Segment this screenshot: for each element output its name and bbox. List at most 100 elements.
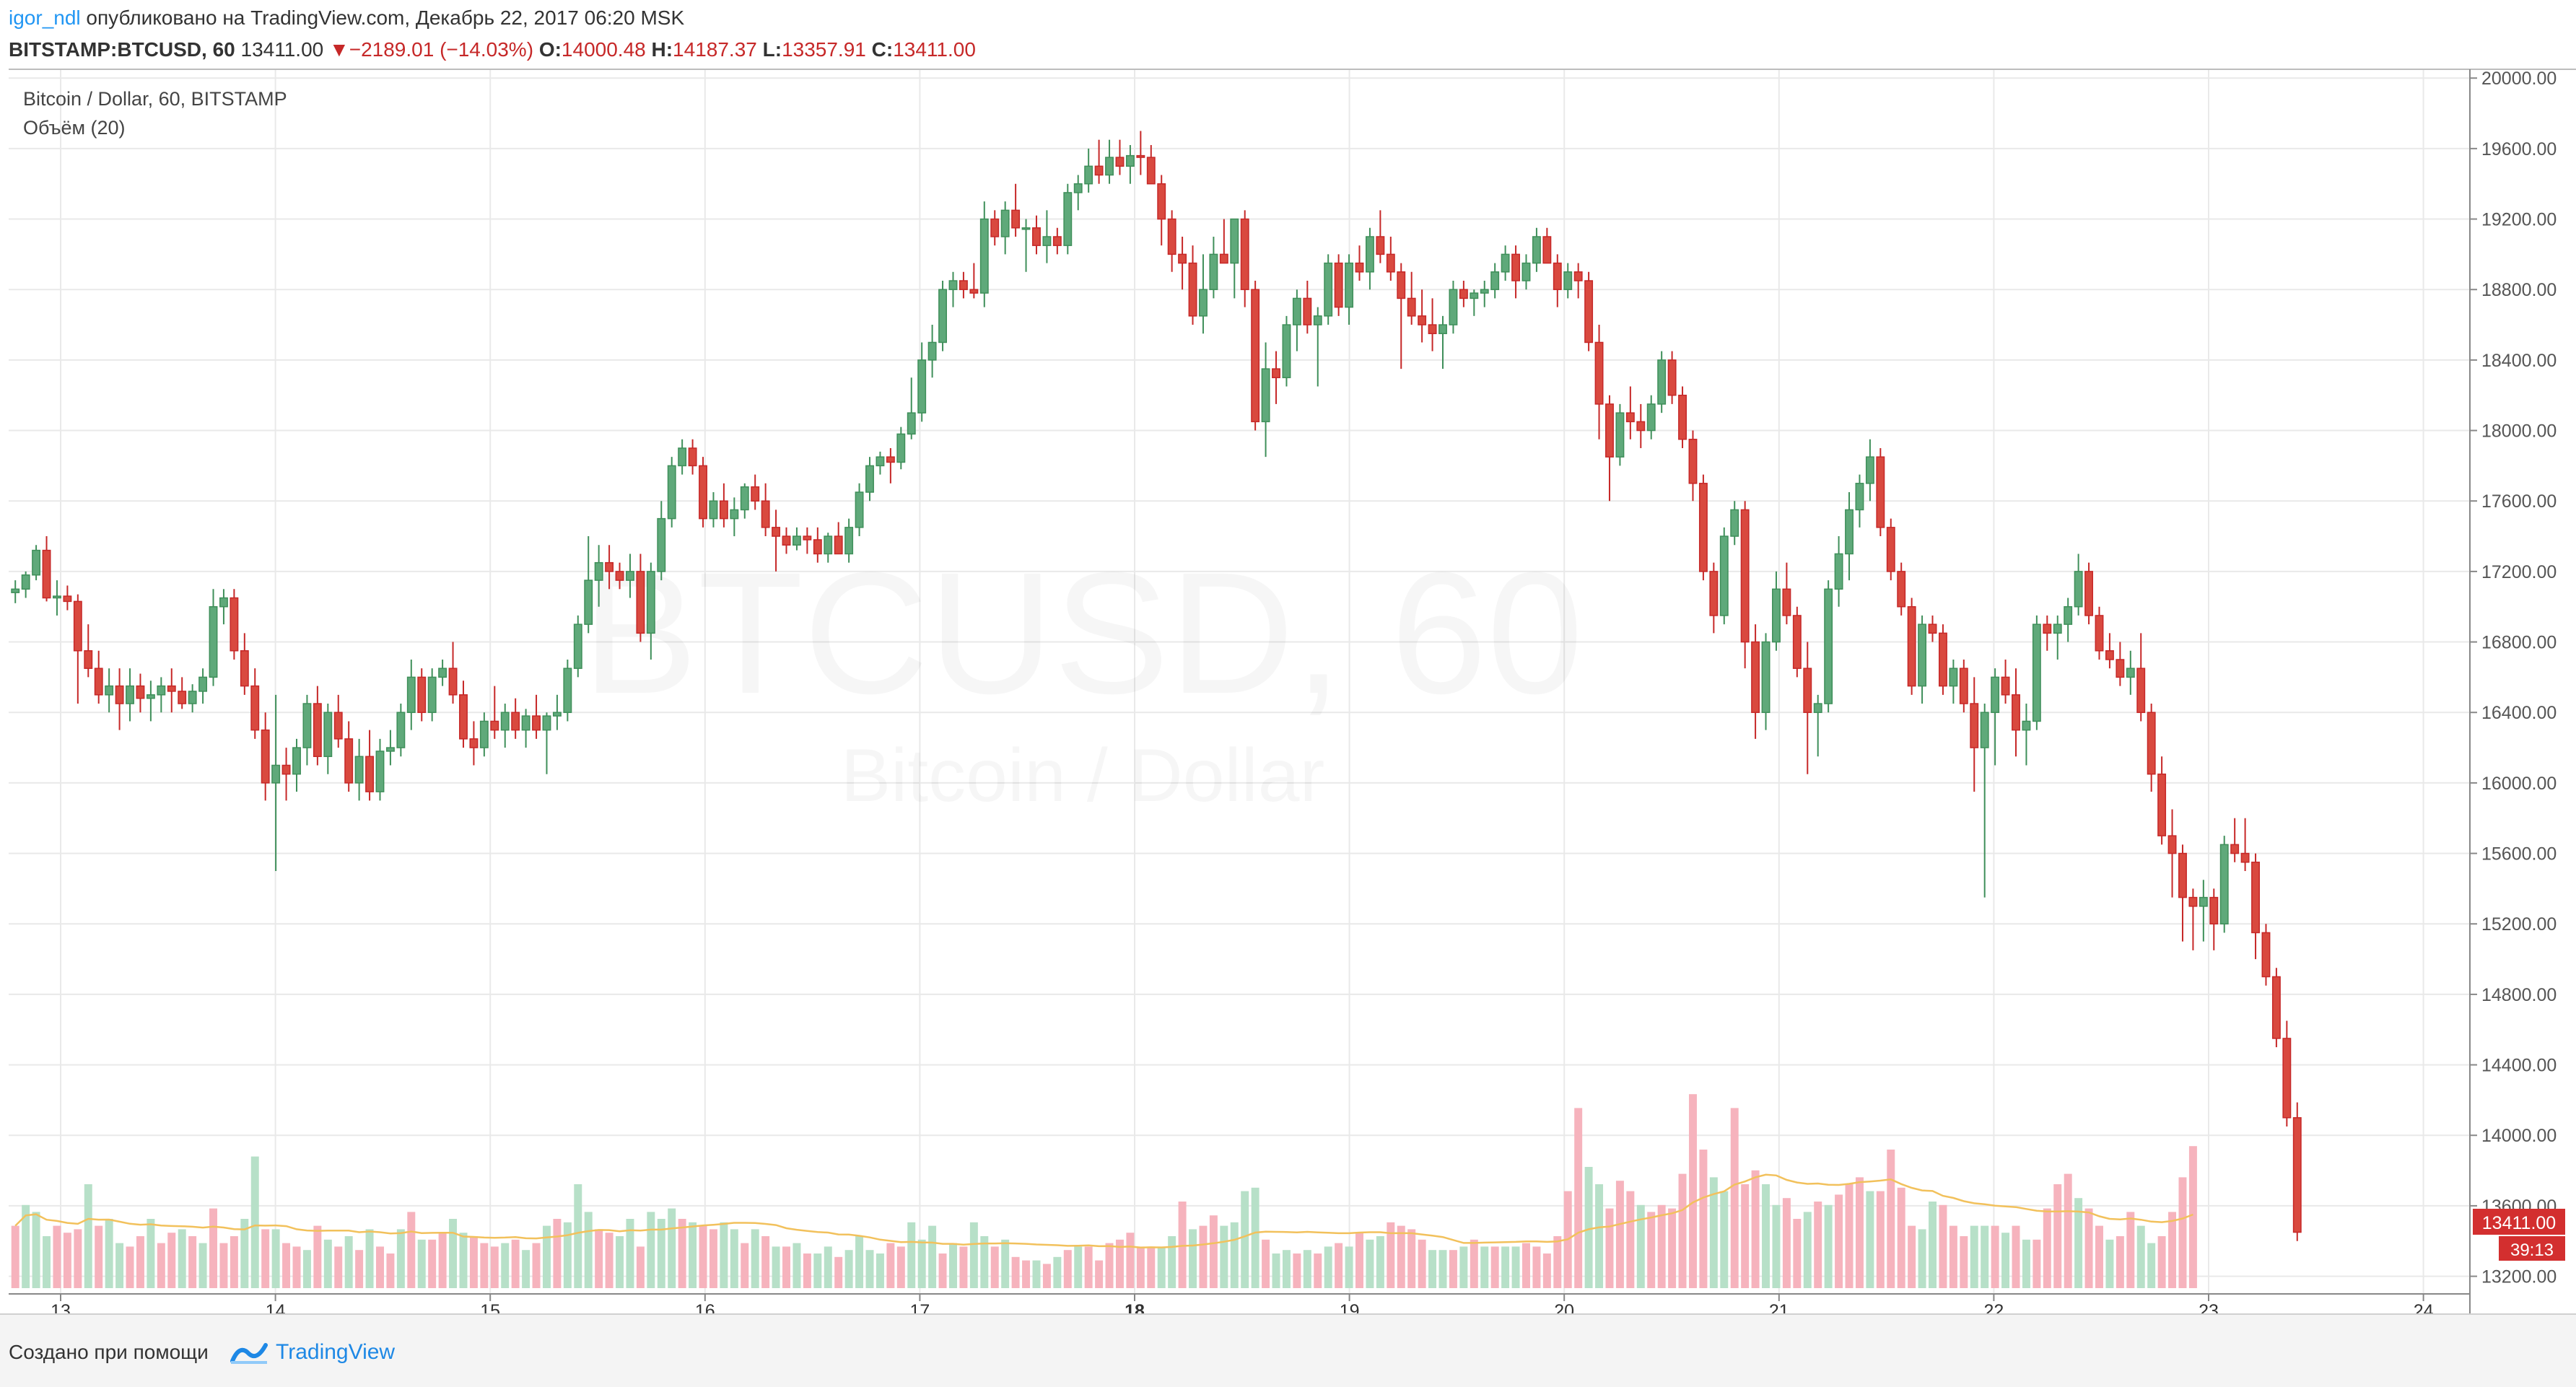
author-link[interactable]: igor_ndl <box>9 6 81 29</box>
volume-bar <box>1345 1246 1353 1288</box>
candle-body <box>917 359 927 414</box>
volume-bar <box>2116 1236 2124 1288</box>
volume-bar <box>428 1239 437 1288</box>
candle-body <box>1438 324 1447 335</box>
volume-bar <box>219 1243 228 1288</box>
volume-bar <box>198 1243 207 1288</box>
volume-bar <box>1022 1260 1031 1288</box>
volume-bar <box>1470 1239 1478 1288</box>
candle-body <box>1157 183 1166 220</box>
candle <box>2271 968 2281 1048</box>
candle-body <box>406 676 416 713</box>
candle <box>136 673 145 713</box>
volume-bar <box>2105 1239 2114 1288</box>
volume-bar <box>282 1243 291 1288</box>
candle <box>1219 219 1228 264</box>
volume-bar <box>1063 1250 1072 1288</box>
candle <box>626 554 634 598</box>
volume-bar <box>365 1229 374 1288</box>
volume-bar <box>1303 1250 1311 1288</box>
volume-bar <box>2064 1173 2072 1288</box>
candle-body <box>1928 624 1937 634</box>
candle <box>53 580 61 616</box>
candle <box>2240 818 2250 871</box>
candle <box>1970 677 1979 792</box>
candle-body <box>1376 236 1385 255</box>
candle-body <box>261 729 270 784</box>
candle <box>1646 395 1656 439</box>
volume-bar <box>1751 1170 1760 1288</box>
y-tick-label: 17600.00 <box>2481 491 2557 512</box>
volume-bar <box>1324 1246 1332 1288</box>
candle <box>594 545 603 607</box>
x-tick-label: 17 <box>909 1301 930 1313</box>
candle <box>772 509 781 572</box>
y-tick-label: 18000.00 <box>2481 421 2557 442</box>
last-price: 13411.00 <box>240 38 324 61</box>
candle-body <box>1698 483 1708 572</box>
candle-body <box>2271 976 2281 1039</box>
candle-body <box>292 747 301 775</box>
candle <box>1907 598 1916 695</box>
candle <box>678 439 687 475</box>
candle-body <box>1313 315 1322 325</box>
candle <box>427 668 437 722</box>
candle <box>907 377 916 439</box>
candle <box>73 594 82 704</box>
candle <box>886 447 895 484</box>
volume-bar <box>1991 1225 1999 1288</box>
candle <box>21 571 30 598</box>
candle <box>1490 263 1500 299</box>
volume-bar <box>334 1246 343 1288</box>
candle-body <box>1073 183 1083 193</box>
volume-bar <box>980 1236 989 1288</box>
candle-body <box>448 668 458 696</box>
candle-body <box>1428 324 1437 335</box>
candle <box>2230 818 2240 862</box>
candle <box>1636 403 1646 448</box>
candle-body <box>1219 253 1228 264</box>
candle-body <box>146 694 155 699</box>
x-tick-label: 22 <box>1983 1301 2004 1313</box>
candle-body <box>209 605 218 678</box>
candle-body <box>615 571 624 581</box>
candle-body <box>1501 253 1510 273</box>
candle-body <box>1240 218 1249 290</box>
candle <box>876 451 885 475</box>
volume-bar <box>271 1229 280 1288</box>
candle-body <box>1115 157 1125 167</box>
candle <box>1470 289 1479 316</box>
y-tick-label: 14000.00 <box>2481 1126 2557 1146</box>
volume-bar <box>240 1219 249 1288</box>
volume-bar <box>616 1236 624 1288</box>
volume-bar <box>386 1253 395 1288</box>
x-tick-label: 16 <box>695 1301 715 1313</box>
candle-body <box>469 738 479 748</box>
candle-body <box>375 751 385 792</box>
candle-body <box>1761 641 1771 713</box>
volume-bar <box>1366 1239 1374 1288</box>
candle-body <box>1949 668 1958 687</box>
y-tick-label: 16000.00 <box>2481 774 2557 794</box>
candle-body <box>657 517 666 572</box>
volume-bar <box>1929 1202 1937 1288</box>
tradingview-link[interactable]: TradingView <box>230 1338 395 1367</box>
candle <box>385 730 395 766</box>
candle <box>1157 175 1166 246</box>
candle-body <box>2022 720 2031 731</box>
candle-body <box>1052 236 1062 246</box>
candle-body <box>136 685 145 699</box>
volume-bar <box>2053 1184 2062 1288</box>
x-tick-label: 21 <box>1769 1301 1789 1313</box>
candle <box>250 668 260 739</box>
volume-bar <box>1053 1256 1062 1288</box>
x-tick-label: 13 <box>51 1301 71 1313</box>
candle <box>1042 210 1052 263</box>
volume-bar <box>84 1184 92 1288</box>
volume-bar <box>1282 1250 1291 1288</box>
price-chart[interactable]: BTCUSD, 60 Bitcoin / Dollar 13200.001360… <box>0 0 2576 1313</box>
candle-body <box>594 561 603 581</box>
candle-body <box>1032 227 1041 246</box>
volume-bar <box>886 1243 895 1288</box>
candle-body <box>1000 209 1010 237</box>
